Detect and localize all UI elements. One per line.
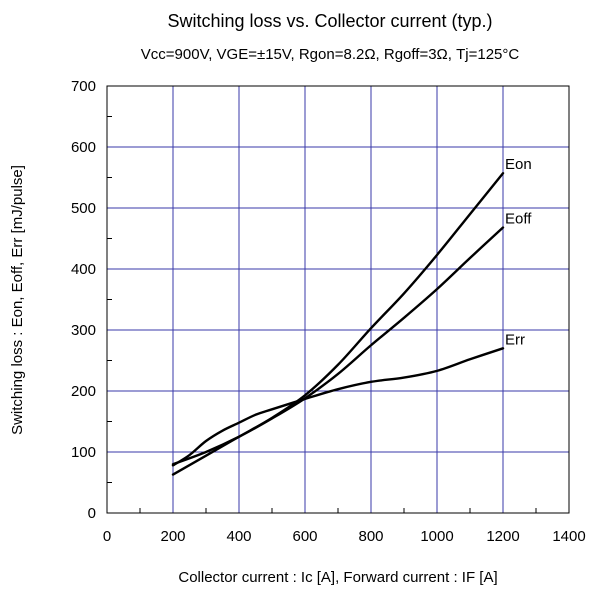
x-tick-label: 1000 (420, 528, 453, 545)
y-tick-labels: 0 100 200 300 400 500 600 700 (71, 78, 96, 522)
y-tick-label: 0 (88, 505, 96, 522)
y-tick-label: 500 (71, 200, 96, 217)
y-tick-label: 400 (71, 261, 96, 278)
y-tick-label: 600 (71, 139, 96, 156)
grid (107, 86, 569, 513)
x-tick-label: 200 (160, 528, 185, 545)
x-tick-label: 1400 (552, 528, 585, 545)
series-label-eon: Eon (505, 156, 532, 173)
x-axis-label: Collector current : Ic [A], Forward curr… (178, 569, 497, 586)
y-tick-label: 200 (71, 383, 96, 400)
series: Eon Eoff Err (171, 156, 532, 476)
y-axis-label: Switching loss : Eon, Eoff, Err [mJ/puls… (9, 165, 26, 435)
chart-subtitle: Vcc=900V, VGE=±15V, Rgon=8.2Ω, Rgoff=3Ω,… (141, 46, 520, 63)
chart-title: Switching loss vs. Collector current (ty… (167, 11, 492, 31)
x-tick-label: 1200 (486, 528, 519, 545)
plot-border (106, 85, 570, 514)
series-label-eoff: Eoff (505, 211, 532, 228)
x-tick-label: 600 (292, 528, 317, 545)
minor-ticks (107, 116, 537, 513)
series-label-err: Err (505, 331, 525, 348)
plot-area (107, 86, 569, 513)
series-line-eoff (171, 226, 505, 466)
x-tick-label: 0 (103, 528, 111, 545)
x-tick-labels: 0 200 400 600 800 1000 1200 1400 (103, 528, 586, 545)
y-tick-label: 300 (71, 322, 96, 339)
series-line-err (171, 347, 505, 467)
x-tick-label: 400 (226, 528, 251, 545)
y-tick-label: 100 (71, 444, 96, 461)
x-tick-label: 800 (358, 528, 383, 545)
y-tick-label: 700 (71, 78, 96, 95)
